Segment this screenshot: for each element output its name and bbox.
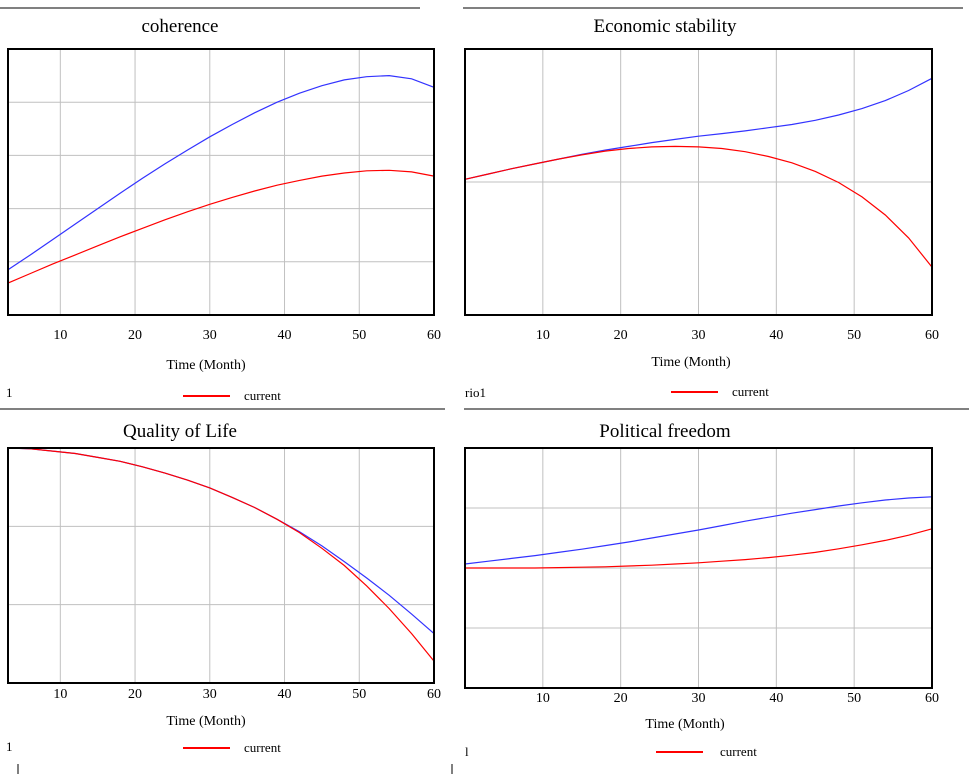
- x-tick-label: 20: [614, 328, 628, 343]
- plot-frame: [464, 447, 933, 689]
- x-tick-label: 20: [128, 328, 142, 343]
- x-tick-label: 60: [925, 691, 939, 706]
- chart-title: Quality of Life: [123, 421, 237, 442]
- legend-stub-label: l: [465, 744, 469, 759]
- series-line-blue: [464, 496, 933, 565]
- x-tick-label: 30: [203, 687, 217, 702]
- series-line-current: [7, 169, 435, 284]
- legend-stub-label: 1: [6, 385, 13, 400]
- x-axis-label: Time (Month): [166, 358, 246, 373]
- x-tick-label: 20: [128, 687, 142, 702]
- chart-panel: Economic stability 10 20 30 40 50 60 Time (Mont…: [464, 16, 939, 400]
- x-axis-label: Time (Month): [645, 717, 725, 732]
- series-line-blue: [7, 74, 435, 271]
- x-axis-label: Time (Month): [166, 714, 246, 729]
- x-tick-label: 50: [847, 691, 861, 706]
- x-tick-label: 40: [769, 691, 783, 706]
- chart-panel: coherence 10 20 30 40 50 60 Time (Month) current…: [6, 16, 441, 403]
- series-line-current: [464, 145, 933, 268]
- x-tick-label: 40: [278, 328, 292, 343]
- x-tick-label: 30: [692, 328, 706, 343]
- legend-label-current: current: [244, 740, 281, 755]
- x-tick-label: 40: [769, 328, 783, 343]
- legend-stub-label: 1: [6, 739, 13, 754]
- plot-frame: [7, 48, 435, 316]
- x-tick-label: 30: [692, 691, 706, 706]
- chart-panel: Quality of Life 10 20 30 40 50 60 Time (Month) c…: [6, 421, 441, 755]
- x-tick-label: 50: [352, 687, 366, 702]
- series-line-current: [7, 447, 435, 662]
- x-axis-label: Time (Month): [651, 355, 731, 370]
- x-tick-label: 30: [203, 328, 217, 343]
- legend-label-current: current: [720, 744, 757, 759]
- plot-frame: [464, 48, 933, 316]
- legend-label-current: current: [244, 388, 281, 403]
- x-tick-label: 60: [427, 687, 441, 702]
- chart-title: Political freedom: [599, 421, 731, 442]
- x-tick-label: 10: [536, 328, 550, 343]
- legend-stub-label: rio1: [465, 385, 486, 400]
- x-tick-label: 50: [847, 328, 861, 343]
- legend-label-current: current: [732, 384, 769, 399]
- x-tick-label: 60: [925, 328, 939, 343]
- x-tick-label: 10: [536, 691, 550, 706]
- chart-panel: Political freedom 10 20 30 40 50 60 Time (Month…: [464, 421, 939, 759]
- plot-frame: [7, 447, 435, 684]
- chart-title: coherence: [142, 16, 219, 37]
- chart-title: Economic stability: [593, 16, 737, 37]
- x-tick-label: 60: [427, 328, 441, 343]
- x-tick-label: 10: [53, 328, 67, 343]
- series-line-blue: [7, 447, 435, 635]
- x-tick-label: 10: [53, 687, 67, 702]
- series-line-current: [465, 528, 933, 569]
- x-tick-label: 40: [278, 687, 292, 702]
- x-tick-label: 20: [614, 691, 628, 706]
- x-tick-label: 50: [352, 328, 366, 343]
